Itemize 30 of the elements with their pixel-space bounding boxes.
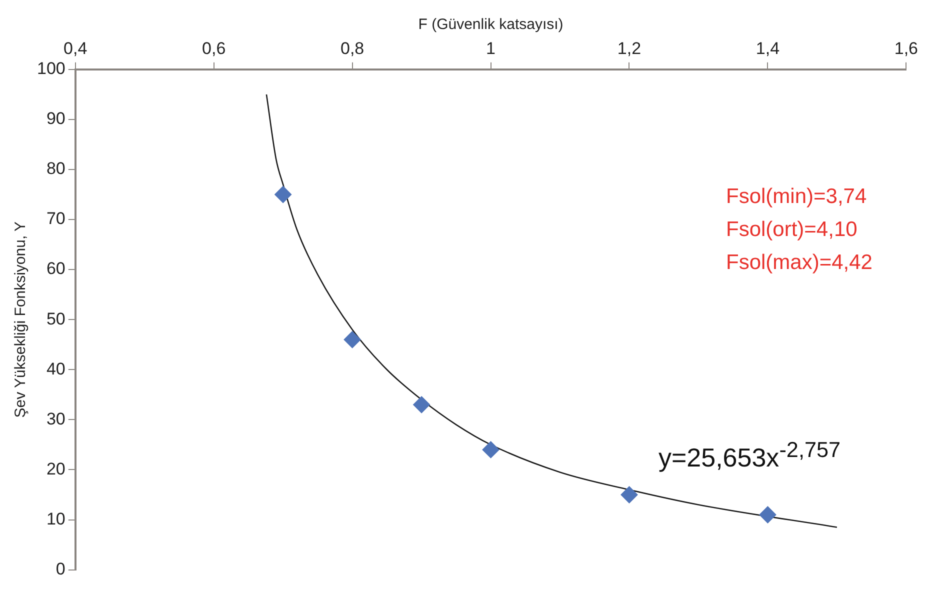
x-tick-label: 1,2 <box>617 38 642 58</box>
point <box>620 486 638 504</box>
y-tick-label: 0 <box>56 559 66 578</box>
y-tick-label: 30 <box>46 409 66 428</box>
y-axis-title: Şev Yüksekliği Fonksiyonu, Y <box>12 221 30 418</box>
y-tick-label: 80 <box>46 159 66 178</box>
point <box>274 186 292 203</box>
y-tick-label: 10 <box>46 509 66 528</box>
y-tick-label: 70 <box>46 209 66 228</box>
point <box>759 506 776 524</box>
y-tick-label: 20 <box>46 459 66 478</box>
y-tick-label: 50 <box>46 309 66 328</box>
y-tick-label: 60 <box>46 259 66 278</box>
y-tick-label: 40 <box>46 359 66 378</box>
x-axis-title: F (Güvenlik katsayısı) <box>418 16 564 34</box>
point <box>344 331 361 348</box>
y-tick-label: 100 <box>36 59 66 78</box>
annotation: y=25,653x$^{-2,757}$ <box>658 436 841 474</box>
x-tick-label: 0,8 <box>340 38 364 58</box>
point <box>482 441 500 458</box>
point <box>413 396 430 414</box>
y-tick-label: 90 <box>46 109 66 128</box>
annotation: Fsol(ort)=4,10 <box>726 217 858 243</box>
x-tick-label: 0,4 <box>64 38 88 58</box>
x-tick-label: 1,4 <box>756 38 780 58</box>
x-tick-label: 1 <box>486 38 496 58</box>
x-tick-label: 1,6 <box>894 38 918 58</box>
annotation: Fsol(min)=3,74 <box>726 184 868 210</box>
annotation: Fsol(max)=4,42 <box>726 250 872 276</box>
x-tick-label: 0,6 <box>202 38 226 58</box>
